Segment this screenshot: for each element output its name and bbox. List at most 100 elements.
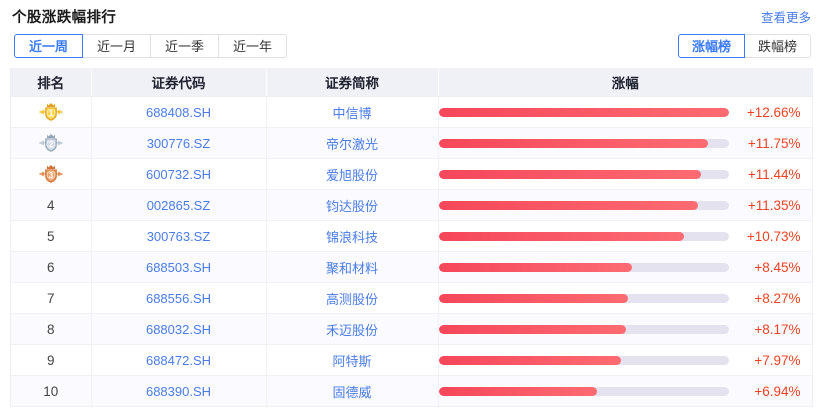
change-bar-fill xyxy=(438,262,633,272)
cell-change: +11.35% xyxy=(438,189,813,221)
change-value: +10.73% xyxy=(746,228,801,244)
page-title: 个股涨跌幅排行 xyxy=(12,10,117,26)
cell-change: +8.17% xyxy=(438,313,813,345)
view-more-link[interactable]: 查看更多 xyxy=(760,11,811,25)
cell-security-code[interactable]: 688390.SH xyxy=(91,375,267,407)
rank-number: 6 xyxy=(46,259,55,275)
cell-change: +10.73% xyxy=(438,220,813,252)
change-value: +6.94% xyxy=(754,383,801,399)
change-bar-fill xyxy=(438,324,626,334)
change-cell-content: +8.45% xyxy=(438,259,813,275)
rank-number: 9 xyxy=(46,352,55,368)
change-bar-track xyxy=(438,324,729,334)
change-value: +11.44% xyxy=(747,166,801,182)
change-bar-fill xyxy=(438,293,628,303)
cell-security-name[interactable]: 爱旭股份 xyxy=(266,158,439,190)
change-bar-fill xyxy=(438,386,598,396)
period-tab-2[interactable]: 近一季 xyxy=(151,34,220,58)
change-bar-fill xyxy=(438,138,708,148)
change-cell-content: +11.35% xyxy=(438,198,813,213)
cell-security-code[interactable]: 688556.SH xyxy=(91,282,267,314)
change-value: +8.45% xyxy=(754,259,801,275)
cell-security-name[interactable]: 钧达股份 xyxy=(266,189,439,221)
direction-toggle-group: 涨幅榜 跌幅榜 xyxy=(677,34,811,58)
change-cell-content: +11.44% xyxy=(438,166,813,182)
cell-security-code[interactable]: 688032.SH xyxy=(91,313,267,345)
cell-rank: 1 xyxy=(11,96,92,128)
table-row[interactable]: 6 688503.SH 聚和材料 +8.45% xyxy=(11,251,813,283)
svg-text:1: 1 xyxy=(48,109,53,118)
change-bar-track xyxy=(438,293,729,303)
cell-rank: 5 xyxy=(11,220,92,252)
change-bar-fill xyxy=(438,107,729,117)
cell-change: +8.45% xyxy=(438,251,813,283)
cell-security-name[interactable]: 帝尔激光 xyxy=(266,127,439,159)
change-bar-track xyxy=(438,231,729,241)
cell-security-name[interactable]: 聚和材料 xyxy=(266,251,439,283)
period-tab-group: 近一周 近一月 近一季 近一年 xyxy=(14,34,288,58)
cell-security-name[interactable]: 高测股份 xyxy=(266,282,439,314)
cell-security-name[interactable]: 中信博 xyxy=(266,96,439,128)
cell-change: +11.75% xyxy=(438,127,812,159)
change-bar-track xyxy=(438,386,729,396)
change-cell-content: +6.94% xyxy=(438,383,813,399)
table-row[interactable]: 5 300763.SZ 锦浪科技 +10.73% xyxy=(11,220,813,252)
rank-number: 7 xyxy=(46,290,55,306)
cell-security-name[interactable]: 阿特斯 xyxy=(266,344,439,376)
change-bar-track xyxy=(438,200,729,210)
rank-number: 4 xyxy=(46,197,55,213)
cell-security-name[interactable]: 锦浪科技 xyxy=(266,220,439,252)
table-body: 1 688408.SH 中信博 +12.66% 2 300776.SZ 帝尔激光 +11.75… xyxy=(11,96,813,407)
direction-toggle-0[interactable]: 涨幅榜 xyxy=(677,34,745,58)
column-header-name: 证券简称 xyxy=(266,68,439,97)
change-cell-content: +8.17% xyxy=(438,322,813,337)
column-header-code: 证券代码 xyxy=(91,68,267,97)
cell-security-code[interactable]: 600732.SH xyxy=(91,158,267,190)
change-bar-track xyxy=(438,107,729,117)
direction-toggle-1[interactable]: 跌幅榜 xyxy=(744,34,811,58)
table-row[interactable]: 8 688032.SH 禾迈股份 +8.17% xyxy=(11,313,813,345)
cell-security-code[interactable]: 688503.SH xyxy=(91,251,267,283)
change-bar-track xyxy=(438,262,729,272)
cell-change: +8.27% xyxy=(438,282,812,314)
cell-security-code[interactable]: 688472.SH xyxy=(91,344,267,376)
table-row[interactable]: 2 300776.SZ 帝尔激光 +11.75% xyxy=(11,127,812,159)
change-bar-track xyxy=(438,355,729,365)
table-row[interactable]: 3 600732.SH 爱旭股份 +11.44% xyxy=(11,158,813,190)
change-value: +12.66% xyxy=(746,104,801,120)
ranking-table-wrapper: 排名 证券代码 证券简称 涨幅 1 688408.SH 中信博 +12.66% 2 300… xyxy=(10,68,813,407)
cell-security-code[interactable]: 688408.SH xyxy=(91,96,267,128)
change-cell-content: +10.73% xyxy=(438,228,813,244)
panel-header: 个股涨跌幅排行 查看更多 xyxy=(0,0,823,30)
period-tab-0[interactable]: 近一周 xyxy=(14,34,84,58)
change-bar-fill xyxy=(438,355,622,365)
cell-change: +11.44% xyxy=(438,158,813,190)
table-row[interactable]: 7 688556.SH 高测股份 +8.27% xyxy=(11,282,812,314)
cell-rank: 2 xyxy=(11,127,92,159)
period-tab-1[interactable]: 近一月 xyxy=(83,34,152,58)
period-tab-3[interactable]: 近一年 xyxy=(219,34,288,58)
medal-gold-icon: 1 xyxy=(38,102,64,122)
cell-security-code[interactable]: 300776.SZ xyxy=(91,127,267,159)
table-row[interactable]: 10 688390.SH 固德威 +6.94% xyxy=(11,375,813,407)
change-cell-content: +7.97% xyxy=(438,353,813,368)
medal-silver-icon: 2 xyxy=(38,133,64,153)
table-row[interactable]: 1 688408.SH 中信博 +12.66% xyxy=(11,96,812,128)
table-row[interactable]: 9 688472.SH 阿特斯 +7.97% xyxy=(11,344,813,376)
change-bar-fill xyxy=(438,169,701,179)
cell-change: +12.66% xyxy=(438,96,812,128)
cell-security-code[interactable]: 002865.SZ xyxy=(91,189,267,221)
cell-security-code[interactable]: 300763.SZ xyxy=(91,220,267,252)
cell-security-name[interactable]: 固德威 xyxy=(266,375,439,407)
column-header-rank: 排名 xyxy=(11,68,92,97)
table-row[interactable]: 4 002865.SZ 钧达股份 +11.35% xyxy=(11,189,813,221)
change-value: +11.75% xyxy=(747,135,801,151)
cell-security-name[interactable]: 禾迈股份 xyxy=(266,313,439,345)
svg-text:2: 2 xyxy=(48,140,53,149)
cell-rank: 9 xyxy=(11,344,92,376)
cell-rank: 4 xyxy=(11,189,92,221)
table-header-row: 排名 证券代码 证券简称 涨幅 xyxy=(11,68,812,97)
svg-text:3: 3 xyxy=(48,171,53,180)
change-bar-fill xyxy=(438,200,699,210)
